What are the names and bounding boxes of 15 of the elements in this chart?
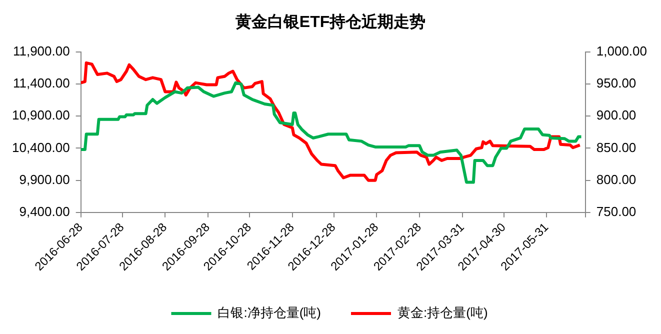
y-tick-label: 10,900.00 [12, 108, 70, 123]
y-tick-label: 10,400.00 [12, 140, 70, 155]
y2-tick-label: 850.00 [596, 140, 636, 155]
y-tick-label: 11,400.00 [12, 76, 70, 91]
y-tick-label: 9,400.00 [19, 204, 70, 219]
y2-tick-label: 750.00 [596, 204, 636, 219]
legend-label: 白银:净持仓量(吨) [218, 305, 322, 320]
y2-tick-label: 950.00 [596, 76, 636, 91]
legend-label: 黄金:持仓量(吨) [398, 305, 488, 320]
chart-title: 黄金白银ETF持仓近期走势 [234, 12, 427, 33]
y2-tick-label: 1,000.00 [596, 44, 648, 59]
y-tick-label: 9,900.00 [19, 172, 70, 187]
y2-tick-label: 900.00 [596, 108, 636, 123]
y-tick-label: 11,900.00 [12, 44, 70, 59]
y2-tick-label: 800.00 [596, 172, 636, 187]
